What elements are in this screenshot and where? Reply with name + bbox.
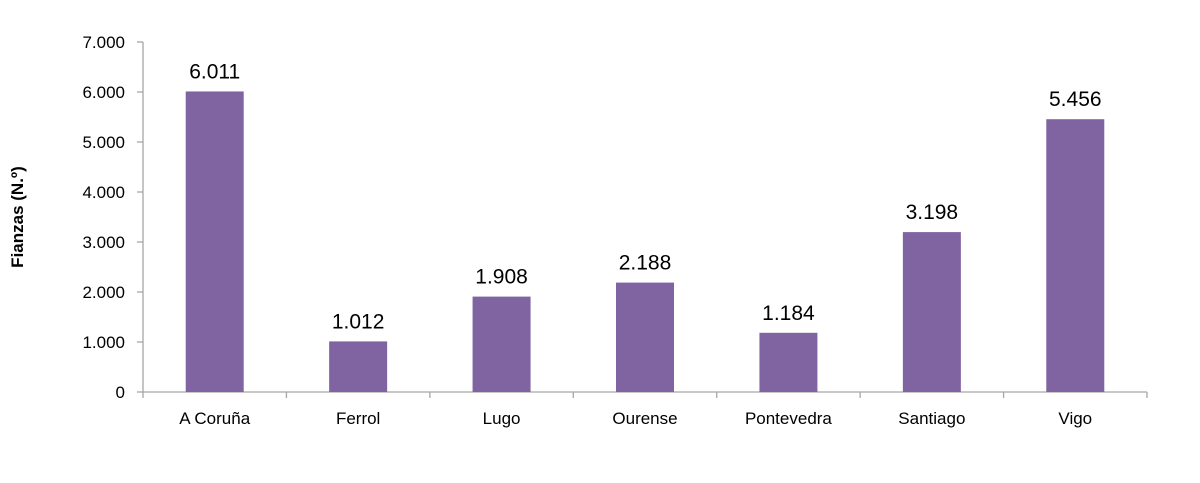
bar [1046,119,1105,392]
data-label: 1.908 [475,266,528,289]
y-tick-label: 1.000 [82,333,125,352]
y-tick-label: 7.000 [82,33,125,52]
data-labels: 6.011 1.012 1.908 2.188 1.184 3.198 5.456 [189,60,1101,333]
data-label: 1.012 [332,310,385,333]
category-label: A Coruña [179,409,250,428]
y-tick-label: 4.000 [82,183,125,202]
y-tick-label: 5.000 [82,133,125,152]
data-label: 6.011 [189,60,240,83]
y-ticks: 0 1.000 2.000 3.000 4.000 5.000 6.000 7.000 [82,33,143,402]
y-axis-title-group: Fianzas (N.º) [8,166,27,268]
y-tick-label: 0 [116,383,125,402]
bar [472,296,531,392]
data-label: 2.188 [619,252,672,275]
category-label: Pontevedra [745,409,832,428]
bar [616,282,674,392]
category-label: Ferrol [336,409,380,428]
bars [185,91,1105,392]
bar [759,332,818,392]
bar [185,91,244,392]
data-label: 3.198 [906,201,959,224]
category-label: Vigo [1058,409,1092,428]
bar [902,232,961,392]
category-label: Ourense [612,409,677,428]
bar [329,341,388,392]
category-label: Lugo [483,409,521,428]
category-label: Santiago [898,409,965,428]
y-tick-label: 3.000 [82,233,125,252]
y-axis-title: Fianzas (N.º) [8,166,27,268]
data-label: 1.184 [762,302,815,325]
y-tick-label: 2.000 [82,283,125,302]
data-label: 5.456 [1049,88,1102,111]
category-labels: A Coruña Ferrol Lugo Ourense Pontevedra Santi… [179,409,1092,428]
y-tick-label: 6.000 [82,83,125,102]
